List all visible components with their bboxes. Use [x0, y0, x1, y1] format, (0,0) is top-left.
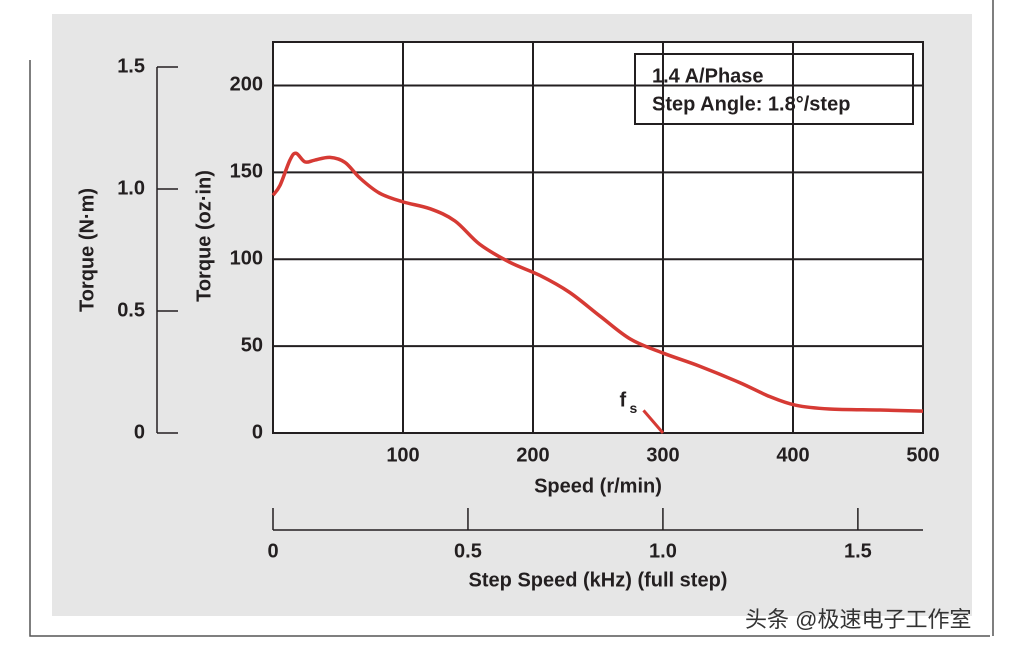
- x-tick-label: 100: [386, 444, 419, 466]
- y-tick-label: 0: [252, 421, 263, 443]
- y-tick-label: 150: [230, 161, 263, 183]
- watermark: 头条 @极速电子工作室: [745, 607, 971, 632]
- x-tick-label: 400: [776, 444, 809, 466]
- y-tick-label: 50: [241, 334, 263, 356]
- torque-curve: [271, 151, 924, 413]
- y2-tick-label: 0.5: [117, 299, 145, 321]
- x-tick-label: 300: [646, 444, 679, 466]
- fs-label: f: [620, 390, 627, 412]
- x2-axis-label: Step Speed (kHz) (full step): [469, 569, 728, 591]
- annotation: Step Angle: 1.8°/step: [652, 93, 850, 115]
- y2-tick-label: 1.0: [117, 177, 145, 199]
- y-axis-label: Torque (oz·in): [193, 170, 215, 302]
- x-tick-label: 200: [516, 444, 549, 466]
- y2-tick-label: 0: [134, 421, 145, 443]
- legend-box: [634, 53, 914, 125]
- y2-tick-label: 1.5: [117, 55, 145, 77]
- x-tick-label: 500: [906, 444, 939, 466]
- fs-subscript: s: [630, 400, 638, 416]
- fs-marker: [642, 409, 665, 434]
- y-tick-label: 200: [230, 74, 263, 96]
- x2-tick-label: 0: [267, 540, 278, 562]
- x2-tick-label: 1.5: [844, 540, 872, 562]
- x-axis-label: Speed (r/min): [534, 475, 662, 497]
- x2-tick-label: 0.5: [454, 540, 482, 562]
- x2-tick-label: 1.0: [649, 540, 677, 562]
- y-tick-label: 100: [230, 248, 263, 270]
- page-border: [29, 0, 994, 637]
- y2-axis-label: Torque (N·m): [76, 188, 98, 312]
- annotation: 1.4 A/Phase: [652, 65, 764, 87]
